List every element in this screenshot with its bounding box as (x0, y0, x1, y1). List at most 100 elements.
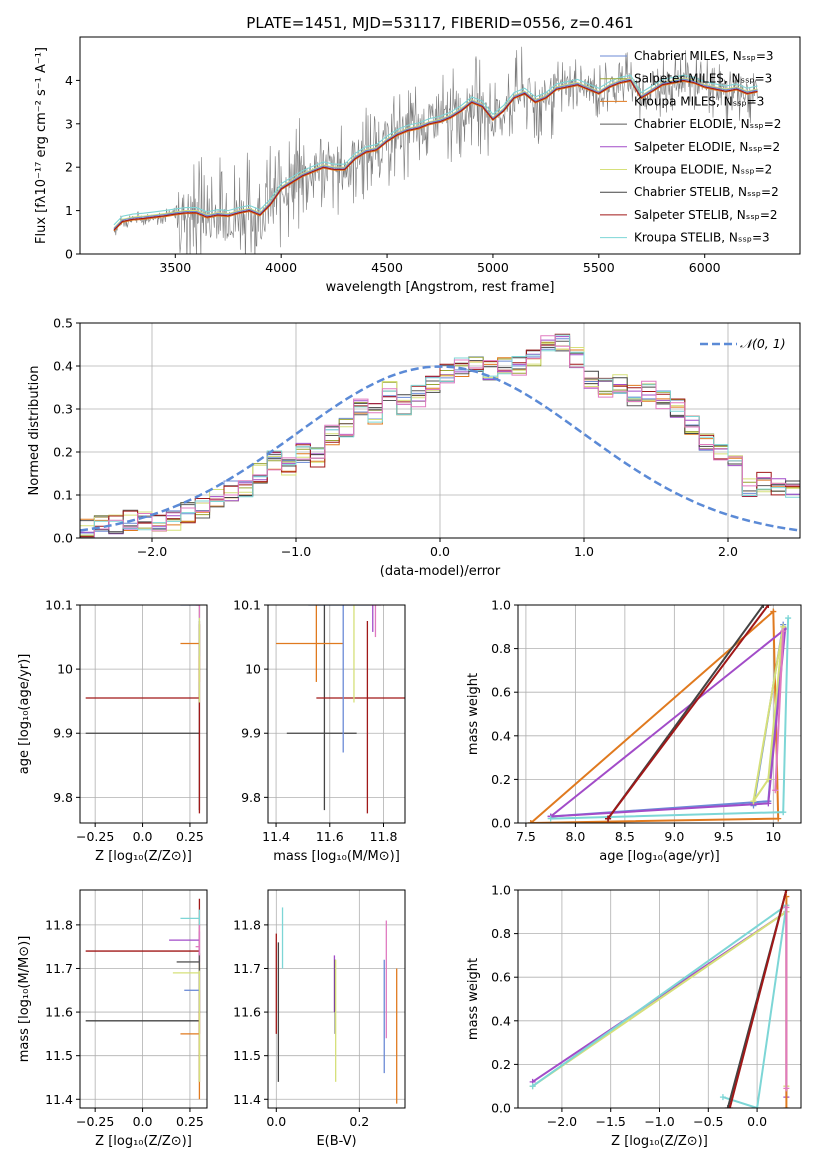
y-tick-label: 0 (65, 247, 73, 262)
y-axis-label: age [log₁₀(age/yr)] (17, 654, 32, 775)
y-tick-label: 0.6 (491, 970, 511, 985)
plot-area (527, 605, 792, 823)
x-tick-label: 0.2 (349, 1114, 369, 1129)
x-tick-label: 2.0 (718, 544, 738, 559)
legend-entry: Kroupa STELIB, Nₛₛₚ=3 (634, 231, 770, 245)
x-tick-label: 11.6 (316, 829, 344, 844)
y-tick-label: 1.0 (491, 883, 511, 898)
histogram-step-line (80, 342, 800, 532)
y-tick-label: 10.1 (233, 598, 261, 613)
x-tick-label: −2.0 (137, 544, 167, 559)
y-tick-label: 0.0 (53, 531, 73, 546)
mass-weight-line (532, 903, 788, 1108)
legend-entry: Chabrier MILES, Nₛₛₚ=3 (634, 49, 774, 63)
legend-entry: Salpeter STELIB, Nₛₛₚ=2 (634, 208, 778, 222)
y-tick-label: 11.5 (45, 1048, 73, 1063)
panel-age-vs-mass (264, 604, 406, 827)
y-tick-label: 0.4 (53, 359, 73, 374)
y-tick-label: 11.5 (233, 1048, 261, 1063)
x-tick-label: 11.8 (370, 829, 398, 844)
y-tick-label: 4 (65, 73, 73, 88)
x-tick-label: 0.0 (133, 829, 153, 844)
mass-weight-marker (529, 1083, 536, 1090)
mass-weight-marker (605, 815, 612, 822)
x-tick-label: 0.0 (266, 1114, 286, 1129)
y-tick-label: 0.2 (491, 772, 511, 787)
x-tick-label: 0.25 (176, 1114, 204, 1129)
x-tick-label: 6000 (689, 260, 721, 275)
axes-frame (79, 604, 208, 824)
x-tick-label: 10 (765, 829, 781, 844)
x-tick-label: 4500 (371, 260, 403, 275)
y-tick-label: 0.4 (491, 728, 511, 743)
model-spectrum-line (113, 78, 758, 230)
mass-weight-marker (547, 815, 554, 822)
plot-area (85, 605, 201, 814)
y-tick-label: 0.4 (491, 1013, 511, 1028)
mass-weight-marker (760, 605, 767, 608)
x-tick-label: 0.0 (133, 1114, 153, 1129)
mass-weight-marker (726, 1105, 733, 1108)
mass-weight-marker (765, 800, 772, 807)
x-tick-label: 9.0 (664, 829, 684, 844)
y-tick-label: 11.7 (233, 961, 261, 976)
histogram-step-line (80, 342, 800, 531)
y-axis-label: Normed distribution (27, 366, 42, 496)
y-tick-label: 0.8 (491, 926, 511, 941)
model-spectrum-line (113, 80, 758, 232)
mass-weight-marker (719, 1094, 726, 1101)
figure-title: PLATE=1451, MJD=53117, FIBERID=0556, z=0… (246, 14, 633, 32)
y-tick-label: 9.8 (241, 790, 261, 805)
y-tick-label: 0.2 (491, 1057, 511, 1072)
y-tick-label: 11.4 (233, 1092, 261, 1107)
histogram-step-line (80, 335, 800, 538)
y-tick-label: 11.8 (233, 917, 261, 932)
y-tick-label: 0.8 (491, 641, 511, 656)
y-tick-label: 0.5 (53, 316, 73, 331)
x-tick-label: −2.0 (547, 1114, 577, 1129)
mass-weight-marker (754, 1105, 761, 1108)
mass-weight-line (550, 618, 790, 820)
x-tick-label: 1.0 (574, 544, 594, 559)
y-tick-label: 1 (65, 203, 73, 218)
x-axis-label: wavelength [Angstrom, rest frame] (326, 280, 555, 295)
panel-spectrum (76, 36, 801, 258)
axes-frame (79, 889, 208, 1109)
x-tick-label: 3500 (159, 260, 191, 275)
mass-weight-marker (765, 776, 772, 783)
mass-weight-line (607, 605, 770, 820)
x-tick-label: −0.25 (76, 1114, 114, 1129)
mass-weight-marker (780, 809, 787, 816)
axes-frame (267, 604, 406, 824)
x-tick-label: 11.4 (262, 829, 290, 844)
x-tick-label: 0.0 (430, 544, 450, 559)
histogram-step-line (80, 333, 800, 538)
mass-weight-marker (785, 615, 792, 622)
panel-residuals (76, 322, 801, 542)
x-tick-label: 8.5 (615, 829, 635, 844)
y-tick-label: 0.1 (53, 488, 73, 503)
y-tick-label: 0.6 (491, 685, 511, 700)
x-tick-label: 8.0 (565, 829, 585, 844)
panel-mass-weight-vs-Z (514, 889, 802, 1112)
y-axis-label: Flux [fλ10⁻¹⁷ erg cm⁻² s⁻¹ A⁻¹] (34, 47, 49, 244)
mass-weight-line (607, 605, 765, 820)
mass-weight-line (550, 626, 787, 818)
y-tick-label: 3 (65, 116, 73, 131)
mass-weight-marker (750, 798, 757, 805)
x-tick-label: 4000 (265, 260, 297, 275)
y-tick-label: 0.3 (53, 402, 73, 417)
y-tick-label: 0.2 (53, 445, 73, 460)
axes-frame (517, 604, 802, 824)
y-tick-label: 1.0 (491, 598, 511, 613)
mass-weight-marker (527, 820, 534, 823)
y-tick-label: 11.8 (45, 917, 73, 932)
plot-area (529, 890, 790, 1108)
panel-mass-vs-Z (76, 889, 208, 1112)
y-tick-label: 9.8 (53, 790, 73, 805)
y-tick-label: 11.6 (233, 1005, 261, 1020)
y-tick-label: 11.6 (45, 1005, 73, 1020)
y-tick-label: 10 (57, 662, 73, 677)
y-axis-label: mass weight (466, 958, 481, 1040)
